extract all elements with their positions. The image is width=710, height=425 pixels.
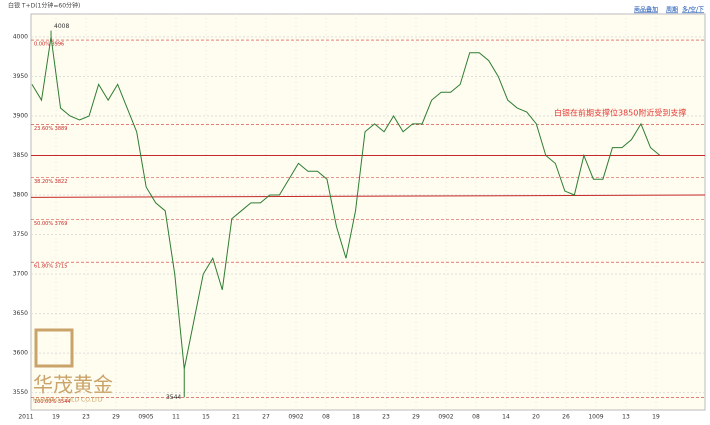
x-tick-label: 21 [232, 414, 240, 421]
low-label: 3544 [166, 394, 181, 401]
fib-label: 0.00% 3996 [34, 42, 64, 48]
x-tick-label: 26 [562, 414, 570, 421]
x-tick-label: 1009 [588, 414, 603, 421]
high-label: 4008 [54, 23, 69, 30]
x-tick-label: 29 [112, 414, 120, 421]
header-link[interactable]: 商品叠加 [634, 6, 658, 14]
fib-label: 38.20% 3822 [34, 179, 67, 185]
y-tick-label: 3600 [13, 350, 28, 357]
x-tick-label: 23 [382, 414, 390, 421]
x-tick-label: 11 [172, 414, 180, 421]
x-tick-label: 23 [82, 414, 90, 421]
plot-area [30, 13, 706, 411]
header-link[interactable]: 周期 [666, 6, 678, 14]
y-tick-label: 3650 [13, 310, 28, 317]
price-line [31, 36, 661, 369]
annotation: 白银在前期支撑位3850附近受到支撑 [554, 108, 686, 118]
y-tick-label: 3900 [13, 112, 28, 119]
y-tick-label: 3950 [13, 73, 28, 80]
fib-label: 50.00% 3769 [34, 221, 67, 227]
x-tick-label: 15 [202, 414, 210, 421]
x-tick-label: 19 [52, 414, 60, 421]
fib-label: 23.60% 3889 [34, 126, 67, 132]
x-tick-label: 0902 [288, 414, 303, 421]
header-link[interactable]: 多/空/下 [682, 6, 704, 14]
x-tick-label: 20 [532, 414, 540, 421]
logo-icon [34, 328, 74, 368]
y-tick-label: 3850 [13, 152, 28, 159]
x-tick-label: 0902 [438, 414, 453, 421]
fib-label: 61.80% 3715 [34, 264, 67, 270]
y-tick-label: 4000 [13, 33, 28, 40]
y-tick-label: 3750 [13, 231, 28, 238]
x-tick-label: 14 [502, 414, 510, 421]
x-tick-label: 08 [322, 414, 330, 421]
y-tick-label: 3800 [13, 192, 28, 199]
support-line [30, 194, 706, 198]
y-tick-label: 3700 [13, 271, 28, 278]
x-tick-label: 08 [472, 414, 480, 421]
x-tick-label: 19 [652, 414, 660, 421]
y-tick-label: 3550 [13, 389, 28, 396]
logo-subtext: HUAMAO GOLD CO.LTD [33, 397, 103, 404]
fib-label: 100.00% 3544 [34, 399, 71, 405]
x-tick-label: 2011 [18, 414, 33, 421]
x-tick-label: 0905 [138, 414, 153, 421]
logo: 华茂黄金 HUAMAO GOLD CO.LTD [33, 328, 113, 404]
x-tick-label: 29 [412, 414, 420, 421]
chart-title: 白银 T+D(1分钟=60分钟) [8, 2, 80, 10]
x-tick-label: 13 [622, 414, 630, 421]
x-tick-label: 27 [262, 414, 270, 421]
logo-text: 华茂黄金 [33, 373, 113, 397]
x-tick-label: 18 [352, 414, 360, 421]
